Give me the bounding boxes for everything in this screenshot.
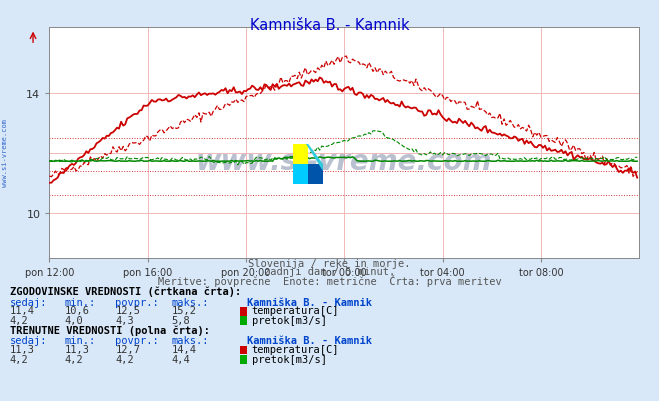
Text: 4,3: 4,3 bbox=[115, 315, 134, 325]
Polygon shape bbox=[306, 144, 323, 172]
Text: pretok[m3/s]: pretok[m3/s] bbox=[252, 354, 327, 364]
Text: 15,2: 15,2 bbox=[171, 306, 196, 316]
Text: 12,5: 12,5 bbox=[115, 306, 140, 316]
Text: Kamniška B. - Kamnik: Kamniška B. - Kamnik bbox=[250, 18, 409, 33]
Text: 12,7: 12,7 bbox=[115, 344, 140, 354]
Text: 4,2: 4,2 bbox=[10, 315, 28, 325]
Text: temperatura[C]: temperatura[C] bbox=[252, 306, 339, 316]
Text: povpr.:: povpr.: bbox=[115, 335, 159, 345]
Text: sedaj:: sedaj: bbox=[10, 297, 47, 307]
Text: 4,0: 4,0 bbox=[65, 315, 83, 325]
Bar bbox=[293, 144, 308, 164]
Text: TRENUTNE VREDNOSTI (polna črta):: TRENUTNE VREDNOSTI (polna črta): bbox=[10, 324, 210, 335]
Bar bbox=[293, 164, 308, 184]
Text: 11,3: 11,3 bbox=[65, 344, 90, 354]
Text: www.si-vreme.com: www.si-vreme.com bbox=[196, 148, 492, 176]
Text: 4,2: 4,2 bbox=[115, 354, 134, 364]
Text: 10,6: 10,6 bbox=[65, 306, 90, 316]
Text: 14,4: 14,4 bbox=[171, 344, 196, 354]
Text: 11,4: 11,4 bbox=[10, 306, 35, 316]
Text: zadnji dan / 5 minut.: zadnji dan / 5 minut. bbox=[264, 267, 395, 277]
Text: 4,2: 4,2 bbox=[10, 354, 28, 364]
Text: www.si-vreme.com: www.si-vreme.com bbox=[2, 118, 9, 186]
Polygon shape bbox=[308, 164, 323, 184]
Text: ZGODOVINSKE VREDNOSTI (črtkana črta):: ZGODOVINSKE VREDNOSTI (črtkana črta): bbox=[10, 286, 241, 297]
Text: 4,4: 4,4 bbox=[171, 354, 190, 364]
Text: pretok[m3/s]: pretok[m3/s] bbox=[252, 315, 327, 325]
Text: sedaj:: sedaj: bbox=[10, 335, 47, 345]
Bar bbox=[308, 164, 323, 184]
Text: povpr.:: povpr.: bbox=[115, 297, 159, 307]
Text: temperatura[C]: temperatura[C] bbox=[252, 344, 339, 354]
Text: 5,8: 5,8 bbox=[171, 315, 190, 325]
Text: min.:: min.: bbox=[65, 335, 96, 345]
Text: min.:: min.: bbox=[65, 297, 96, 307]
Text: Kamniška B. - Kamnik: Kamniška B. - Kamnik bbox=[247, 335, 372, 345]
Text: 11,3: 11,3 bbox=[10, 344, 35, 354]
Text: 4,2: 4,2 bbox=[65, 354, 83, 364]
Text: Slovenija / reke in morje.: Slovenija / reke in morje. bbox=[248, 258, 411, 268]
Text: maks.:: maks.: bbox=[171, 297, 209, 307]
Text: Kamniška B. - Kamnik: Kamniška B. - Kamnik bbox=[247, 297, 372, 307]
Text: Meritve: povprečne  Enote: metrične  Črta: prva meritev: Meritve: povprečne Enote: metrične Črta:… bbox=[158, 274, 501, 286]
Text: maks.:: maks.: bbox=[171, 335, 209, 345]
